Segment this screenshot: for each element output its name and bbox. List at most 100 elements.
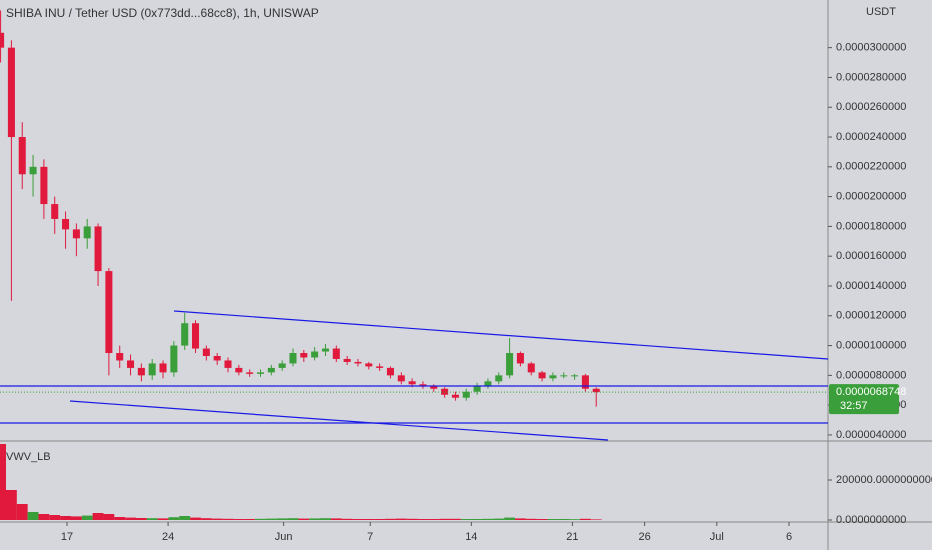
volume-bar bbox=[27, 512, 39, 520]
candle-body bbox=[516, 353, 524, 364]
candle-body bbox=[202, 348, 210, 356]
x-tick-label: 17 bbox=[61, 531, 73, 543]
volume-bar bbox=[60, 516, 71, 520]
candle-body bbox=[473, 385, 481, 392]
x-tick-label: 14 bbox=[465, 531, 477, 543]
volume-bar bbox=[49, 515, 61, 520]
volume-bar bbox=[38, 514, 50, 520]
chart-title: SHIBA INU / Tether USD (0x773dd...68cc8)… bbox=[6, 6, 319, 20]
x-tick-label: 6 bbox=[786, 531, 792, 543]
y-tick-label: 0.0000300000 bbox=[836, 42, 906, 54]
candle-body bbox=[213, 355, 221, 361]
volume-bar bbox=[374, 519, 386, 520]
volume-bar bbox=[0, 444, 6, 520]
candle-body bbox=[560, 375, 568, 377]
candle-body bbox=[127, 360, 135, 368]
volume-bar bbox=[406, 518, 418, 520]
volume-bar bbox=[330, 518, 342, 520]
x-tick-label: Jun bbox=[275, 531, 293, 543]
candle-body bbox=[571, 375, 579, 377]
volume-bar bbox=[515, 518, 526, 520]
candle-body bbox=[365, 363, 373, 367]
candle-body bbox=[430, 385, 438, 389]
y-tick-label: 0.0000140000 bbox=[836, 280, 906, 292]
volume-bar bbox=[103, 514, 115, 520]
volume-bar bbox=[265, 518, 277, 520]
x-tick-label: 21 bbox=[566, 531, 578, 543]
candle-body bbox=[18, 137, 26, 175]
volume-bar bbox=[244, 519, 256, 520]
volume-bar bbox=[309, 518, 321, 520]
candle-body bbox=[462, 391, 470, 398]
volume-bar bbox=[179, 516, 191, 520]
candle-body bbox=[29, 166, 37, 175]
indicator-name: VWV_LB bbox=[6, 451, 51, 463]
candle-body bbox=[181, 323, 189, 346]
volume-bar bbox=[320, 518, 331, 520]
volume-bar bbox=[504, 517, 516, 520]
candle-body bbox=[376, 366, 384, 368]
candle-body bbox=[278, 363, 286, 368]
trend-line bbox=[69, 400, 609, 441]
candle-body bbox=[116, 353, 124, 361]
y-tick-label: 0.0000160000 bbox=[836, 250, 906, 262]
volume-bar bbox=[450, 518, 461, 520]
volume-bar bbox=[81, 515, 93, 520]
candle-body bbox=[592, 388, 600, 393]
y-tick-label: 0.0000040000 bbox=[836, 429, 906, 441]
candle-body bbox=[72, 229, 80, 239]
volume-bar bbox=[114, 517, 126, 520]
volume-bar bbox=[417, 519, 429, 520]
candle-body bbox=[321, 348, 330, 352]
axis-unit: USDT bbox=[866, 6, 896, 18]
volume-bar bbox=[233, 519, 245, 520]
x-tick-label: 24 bbox=[162, 531, 174, 543]
volume-bar bbox=[146, 518, 158, 520]
volume-bar bbox=[482, 518, 494, 520]
y-tick-label: 0.0000220000 bbox=[836, 161, 906, 173]
volume-bar bbox=[190, 517, 201, 520]
candle-body bbox=[506, 353, 514, 376]
volume-bar bbox=[16, 504, 28, 520]
candle-body bbox=[256, 372, 265, 374]
candle-body bbox=[397, 375, 405, 382]
volume-bar bbox=[547, 519, 559, 520]
y-tick-label: 0.0000240000 bbox=[836, 131, 906, 143]
volume-bar bbox=[222, 518, 234, 520]
candle-body bbox=[94, 226, 102, 272]
candle-body bbox=[192, 323, 200, 349]
x-tick-label: 26 bbox=[638, 531, 650, 543]
volume-bar bbox=[92, 513, 104, 520]
volume-bar bbox=[493, 518, 505, 520]
x-tick-label: 7 bbox=[367, 531, 373, 543]
candle-body bbox=[289, 353, 297, 364]
volume-bar bbox=[135, 518, 147, 520]
volume-bar bbox=[558, 519, 570, 520]
volume-bar bbox=[439, 518, 451, 520]
candle-body bbox=[451, 394, 459, 398]
candle-body bbox=[311, 351, 319, 358]
candle-body bbox=[386, 367, 394, 376]
candle-body bbox=[148, 363, 156, 376]
volume-bar bbox=[536, 519, 548, 520]
trend-line bbox=[173, 310, 829, 360]
candle-body bbox=[332, 348, 340, 359]
candle-body bbox=[235, 367, 243, 373]
volume-bar bbox=[125, 517, 136, 520]
candle-body bbox=[62, 218, 70, 230]
volume-bar bbox=[385, 518, 396, 520]
candle-body bbox=[224, 360, 232, 368]
current-price-box bbox=[829, 384, 899, 415]
volume-bar bbox=[395, 518, 407, 520]
y-tick-label: 0.0000200000 bbox=[836, 191, 906, 203]
volume-bar bbox=[5, 490, 17, 520]
candle-body bbox=[137, 367, 145, 376]
volume-bar bbox=[211, 518, 223, 520]
volume-bar bbox=[70, 516, 82, 520]
candle-body bbox=[581, 375, 589, 389]
candle-body bbox=[105, 271, 113, 354]
volume-bar bbox=[579, 518, 591, 520]
candle-body bbox=[159, 363, 167, 373]
